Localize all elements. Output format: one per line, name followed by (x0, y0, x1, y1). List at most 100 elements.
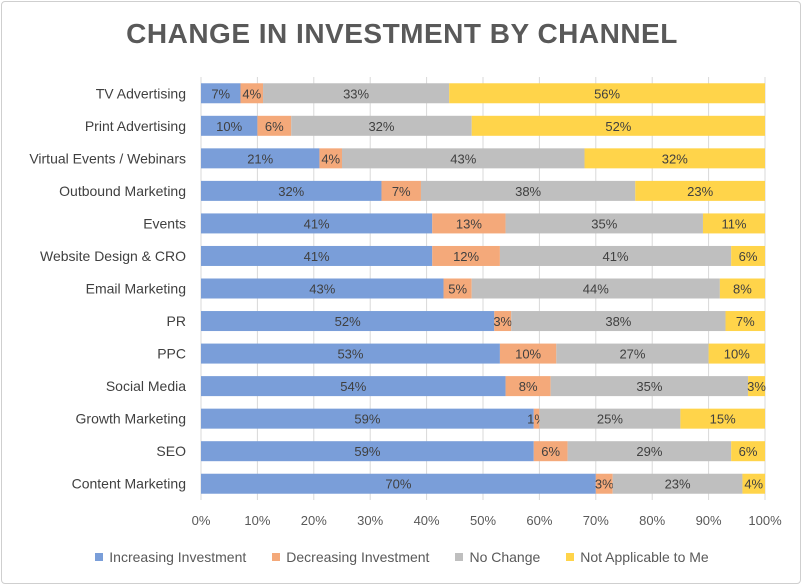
bar-segment (708, 343, 765, 364)
data-label: 54% (340, 379, 366, 394)
bar-segment (240, 83, 264, 104)
bar-segment (494, 311, 512, 332)
bar-segment (612, 473, 743, 494)
bar-segment (533, 441, 568, 462)
category-label: PPC (157, 346, 186, 362)
legend-label: Decreasing Investment (286, 549, 430, 565)
category-label: Email Marketing (86, 281, 186, 297)
bar-segment (291, 115, 472, 136)
x-tick-label: 70% (583, 513, 609, 528)
bar-segment (748, 376, 765, 397)
data-label: 35% (636, 379, 662, 394)
x-tick-label: 10% (244, 513, 270, 528)
bar-segment (201, 83, 241, 104)
legend-label: Not Applicable to Me (580, 549, 709, 565)
bar-segment (432, 213, 506, 234)
data-label: 25% (597, 412, 623, 427)
legend-swatch (272, 553, 281, 561)
bar-segment (731, 441, 765, 462)
bar-segment (201, 311, 495, 332)
legend-swatch (455, 553, 464, 561)
bar-segment (505, 376, 551, 397)
bar-segment (471, 115, 765, 136)
bar-segment (257, 115, 292, 136)
bar-segment (319, 148, 342, 169)
data-label: 32% (662, 151, 688, 166)
x-tick-label: 60% (526, 513, 552, 528)
data-label: 59% (354, 412, 380, 427)
bar-segment (201, 376, 506, 397)
bar-segment (595, 473, 613, 494)
x-tick-label: 100% (748, 513, 782, 528)
x-tick-label: 90% (696, 513, 722, 528)
chart-legend: Increasing Investment Decreasing Investme… (0, 549, 804, 565)
bar-segment (680, 408, 765, 429)
data-label: 23% (665, 477, 691, 492)
legend-label: No Change (469, 549, 541, 565)
data-label: 4% (321, 151, 340, 166)
data-label: 38% (605, 314, 631, 329)
bar-segment (719, 278, 765, 299)
data-label: 6% (265, 119, 284, 134)
data-label: 56% (594, 86, 620, 101)
bar-segment (550, 376, 749, 397)
data-label: 3% (747, 379, 766, 394)
legend-item: No Change (455, 549, 540, 565)
bar-segment (533, 408, 540, 429)
data-label: 43% (450, 151, 476, 166)
category-label: Growth Marketing (76, 411, 186, 427)
category-label: Social Media (106, 378, 186, 394)
bar-segment (420, 180, 636, 201)
category-label: Website Design & CRO (40, 248, 186, 264)
data-label: 32% (278, 184, 304, 199)
bar-segment (201, 245, 433, 266)
bar-segment (556, 343, 709, 364)
data-label: 35% (591, 216, 617, 231)
data-label: 23% (687, 184, 713, 199)
data-label: 38% (515, 184, 541, 199)
bar-segment (432, 245, 500, 266)
bar-segment (201, 180, 382, 201)
data-label: 41% (603, 249, 629, 264)
legend-swatch (95, 553, 104, 561)
legend-label: Increasing Investment (109, 549, 247, 565)
data-label: 6% (739, 444, 758, 459)
bar-segment (539, 408, 681, 429)
data-label: 10% (515, 347, 541, 362)
category-label: Content Marketing (72, 476, 186, 492)
category-label: TV Advertising (96, 85, 186, 101)
bar-segment (201, 343, 500, 364)
bar-segment (342, 148, 585, 169)
bar-segment (499, 343, 557, 364)
bar-segment (725, 311, 765, 332)
category-label: Events (143, 215, 186, 231)
x-tick-label: 80% (639, 513, 665, 528)
data-label: 6% (739, 249, 758, 264)
data-label: 6% (541, 444, 560, 459)
data-label: 32% (368, 119, 394, 134)
bar-segment (201, 115, 258, 136)
bar-segment (201, 278, 444, 299)
category-label: PR (167, 313, 186, 329)
category-label: Outbound Marketing (59, 183, 186, 199)
data-label: 11% (721, 216, 746, 231)
bar-segment (263, 83, 450, 104)
data-label: 43% (309, 282, 335, 297)
bar-segment (449, 83, 765, 104)
bar-segment (499, 245, 732, 266)
data-label: 13% (456, 216, 482, 231)
legend-item: Not Applicable to Me (566, 549, 709, 565)
bar-segment (201, 213, 433, 234)
data-label: 27% (619, 347, 645, 362)
bar-segment (584, 148, 765, 169)
x-tick-label: 50% (470, 513, 496, 528)
data-label: 52% (605, 119, 631, 134)
data-label: 3% (493, 314, 512, 329)
data-label: 8% (733, 282, 752, 297)
legend-item: Decreasing Investment (272, 549, 429, 565)
category-label: Virtual Events / Webinars (29, 150, 186, 166)
legend-item: Increasing Investment (95, 549, 246, 565)
x-tick-label: 20% (301, 513, 327, 528)
x-tick-label: 0% (192, 513, 211, 528)
